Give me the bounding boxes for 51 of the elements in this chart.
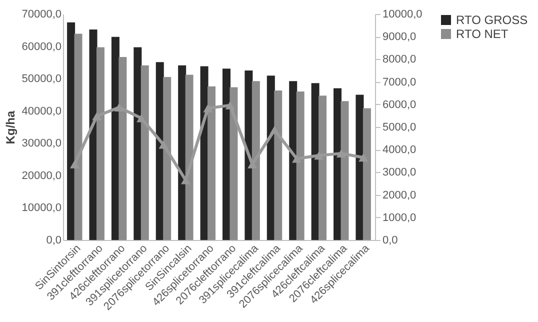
- bar: [74, 34, 82, 240]
- y-tick-label: 10000,0: [22, 202, 62, 214]
- y2-tick-label: 9000,0: [382, 31, 416, 44]
- point: [225, 101, 235, 110]
- y2-tick-label: 5000,0: [382, 122, 416, 134]
- bar: [140, 65, 149, 240]
- legend-label: RTO GROSS: [456, 13, 528, 27]
- bar: [340, 101, 349, 240]
- y-tick-label: 50000,0: [22, 73, 62, 86]
- y-tick-label: 60000,0: [22, 40, 62, 53]
- bar: [289, 81, 298, 240]
- point: [358, 153, 368, 162]
- bar: [356, 94, 364, 240]
- point: [314, 151, 324, 160]
- point: [114, 103, 124, 112]
- y2-tick-label: 4000,0: [382, 144, 416, 156]
- y-tick-label: 70000,0: [22, 8, 62, 20]
- bar: [185, 74, 194, 240]
- bar: [208, 86, 216, 240]
- y2-tick-label: 8000,0: [382, 54, 416, 66]
- bar: [274, 90, 282, 240]
- y2-tick-label: 2000,0: [382, 189, 416, 202]
- bar: [96, 47, 104, 240]
- point: [70, 160, 80, 168]
- y-tick-label: 20000,0: [22, 170, 62, 182]
- bar: [134, 47, 142, 240]
- y2-tick-label: 3000,0: [382, 166, 416, 179]
- y-tick-label: 0,0: [46, 234, 62, 246]
- bar: [163, 76, 172, 240]
- legend-label: RTO NET: [456, 27, 509, 41]
- bar: [318, 96, 327, 240]
- y2-tick-label: 7000,0: [382, 76, 416, 88]
- y2-tick-label: 1000,0: [382, 212, 416, 224]
- bar: [178, 65, 186, 240]
- point: [203, 104, 213, 112]
- bar: [230, 87, 238, 240]
- point: [336, 149, 346, 158]
- point: [158, 140, 168, 149]
- y-tick-label: 40000,0: [22, 105, 62, 118]
- bar: [67, 22, 76, 240]
- y2-tick-label: 10000,0: [382, 8, 422, 20]
- point: [92, 112, 102, 120]
- y2-tick-label: 6000,0: [382, 98, 416, 111]
- bar: [362, 108, 371, 240]
- bar: [118, 56, 127, 240]
- bar: [252, 81, 260, 240]
- y-tick-label: 30000,0: [22, 138, 62, 150]
- point: [292, 154, 302, 163]
- y-axis-title: Kg/ha: [4, 110, 18, 144]
- y2-tick-label: 0,0: [382, 234, 398, 246]
- bar: [296, 91, 304, 240]
